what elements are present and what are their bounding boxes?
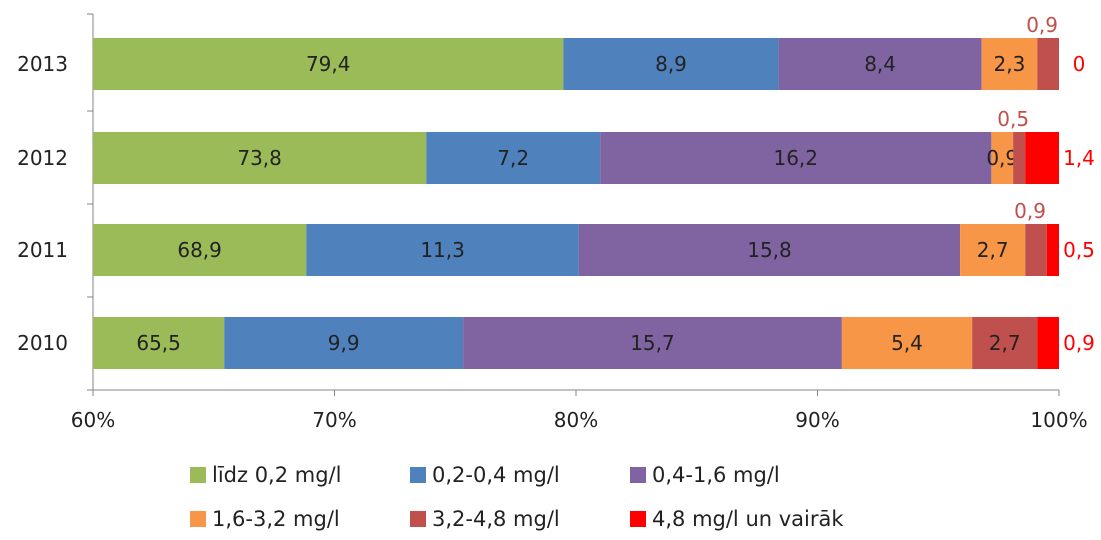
legend-item-2: 0,4-1,6 mg/l: [630, 462, 950, 488]
category-label-2013: 2013: [17, 52, 68, 76]
legend-swatch-4: [410, 511, 426, 527]
data-label-2011-series-3: 2,7: [977, 238, 1009, 262]
data-label-2013-series-4: 0,9: [1026, 13, 1058, 37]
data-label-2013-series-3: 2,3: [994, 52, 1026, 76]
data-label-2011-series-0: 68,9: [177, 238, 222, 262]
legend-label-5: 4,8 mg/l un vairāk: [652, 507, 844, 531]
legend-label-3: 1,6-3,2 mg/l: [212, 507, 340, 531]
data-label-2010-series-0: 65,5: [136, 331, 181, 355]
data-label-2010-series-4: 2,7: [989, 331, 1021, 355]
bar-segment-2012-series-1: [426, 132, 601, 184]
legend: līdz 0,2 mg/l 0,2-0,4 mg/l 0,4-1,6 mg/l 1,6…: [190, 462, 950, 532]
data-label-2010-series-1: 9,9: [328, 331, 360, 355]
data-label-2011-series-4: 0,9: [1014, 199, 1046, 223]
legend-item-1: 0,2-0,4 mg/l: [410, 462, 630, 488]
legend-label-4: 3,2-4,8 mg/l: [432, 507, 560, 531]
data-label-2012-series-0: 73,8: [237, 146, 282, 170]
data-label-2013-series-0: 79,4: [306, 52, 351, 76]
bar-segment-2012-series-5: [1025, 132, 1059, 184]
bar-segment-2011-series-2: [578, 224, 961, 276]
bar-segment-2011-series-1: [306, 224, 579, 276]
data-label-2013-series-1: 8,9: [655, 52, 687, 76]
category-label-2012: 2012: [17, 146, 68, 170]
legend-label-2: 0,4-1,6 mg/l: [652, 463, 780, 487]
bar-segment-2010-series-2: [463, 317, 842, 369]
legend-label-0: līdz 0,2 mg/l: [212, 463, 342, 487]
data-label-2012-series-1: 7,2: [497, 146, 529, 170]
legend-swatch-1: [410, 467, 426, 483]
data-label-2011-series-5: 0,5: [1063, 238, 1095, 262]
data-label-2012-series-5: 1,4: [1063, 146, 1095, 170]
value-axis-tick-label-3: 90%: [795, 408, 839, 432]
bar-segment-2013-series-0: [93, 38, 564, 90]
data-label-2013-series-2: 8,4: [864, 52, 896, 76]
bar-segment-2011-series-5: [1046, 224, 1059, 276]
bar-segment-2013-series-2: [778, 38, 982, 90]
legend-swatch-5: [630, 511, 646, 527]
category-label-2011: 2011: [17, 238, 68, 262]
legend-swatch-2: [630, 467, 646, 483]
data-label-2010-series-2: 15,7: [630, 331, 675, 355]
bar-segment-2012-series-0: [93, 132, 427, 184]
bar-segment-2011-series-3: [960, 224, 1026, 276]
bar-segment-2013-series-1: [563, 38, 779, 90]
data-label-2013-series-5: 0: [1073, 52, 1086, 76]
legend-item-3: 1,6-3,2 mg/l: [190, 506, 410, 532]
bar-segment-2010-series-0: [93, 317, 225, 369]
bar-segment-2010-series-4: [972, 317, 1038, 369]
legend-swatch-3: [190, 511, 206, 527]
bar-segment-2011-series-0: [93, 224, 307, 276]
bar-segment-2010-series-1: [224, 317, 464, 369]
bar-segment-2013-series-4: [1037, 38, 1059, 90]
data-label-2012-series-4: 0,5: [997, 107, 1029, 131]
bar-segment-2010-series-3: [841, 317, 973, 369]
legend-item-5: 4,8 mg/l un vairāk: [630, 506, 950, 532]
data-label-2012-series-3: 0,9: [986, 146, 1018, 170]
stacked-bar-chart: 60% 70% 80% 90% 100%2013 79,4 8,9 8,4 2,30,90201…: [17, 13, 1095, 432]
value-axis-tick-label-4: 100%: [1030, 408, 1087, 432]
value-axis-tick-label-2: 80%: [554, 408, 598, 432]
category-label-2010: 2010: [17, 331, 68, 355]
legend-item-4: 3,2-4,8 mg/l: [410, 506, 630, 532]
legend-item-0: līdz 0,2 mg/l: [190, 462, 410, 488]
legend-swatch-0: [190, 467, 206, 483]
legend-label-1: 0,2-0,4 mg/l: [432, 463, 560, 487]
bar-segment-2011-series-4: [1025, 224, 1047, 276]
bar-segment-2012-series-3: [991, 132, 1014, 184]
bar-segment-2013-series-3: [981, 38, 1038, 90]
value-axis-tick-label-0: 60%: [71, 408, 115, 432]
bar-segment-2010-series-5: [1037, 317, 1059, 369]
data-label-2010-series-3: 5,4: [891, 331, 923, 355]
bar-segment-2012-series-2: [600, 132, 992, 184]
data-label-2011-series-2: 15,8: [747, 238, 792, 262]
data-label-2010-series-5: 0,9: [1063, 331, 1095, 355]
data-label-2012-series-2: 16,2: [773, 146, 818, 170]
data-label-2011-series-1: 11,3: [420, 238, 465, 262]
bar-segment-2012-series-4: [1013, 132, 1026, 184]
value-axis-tick-label-1: 70%: [312, 408, 356, 432]
